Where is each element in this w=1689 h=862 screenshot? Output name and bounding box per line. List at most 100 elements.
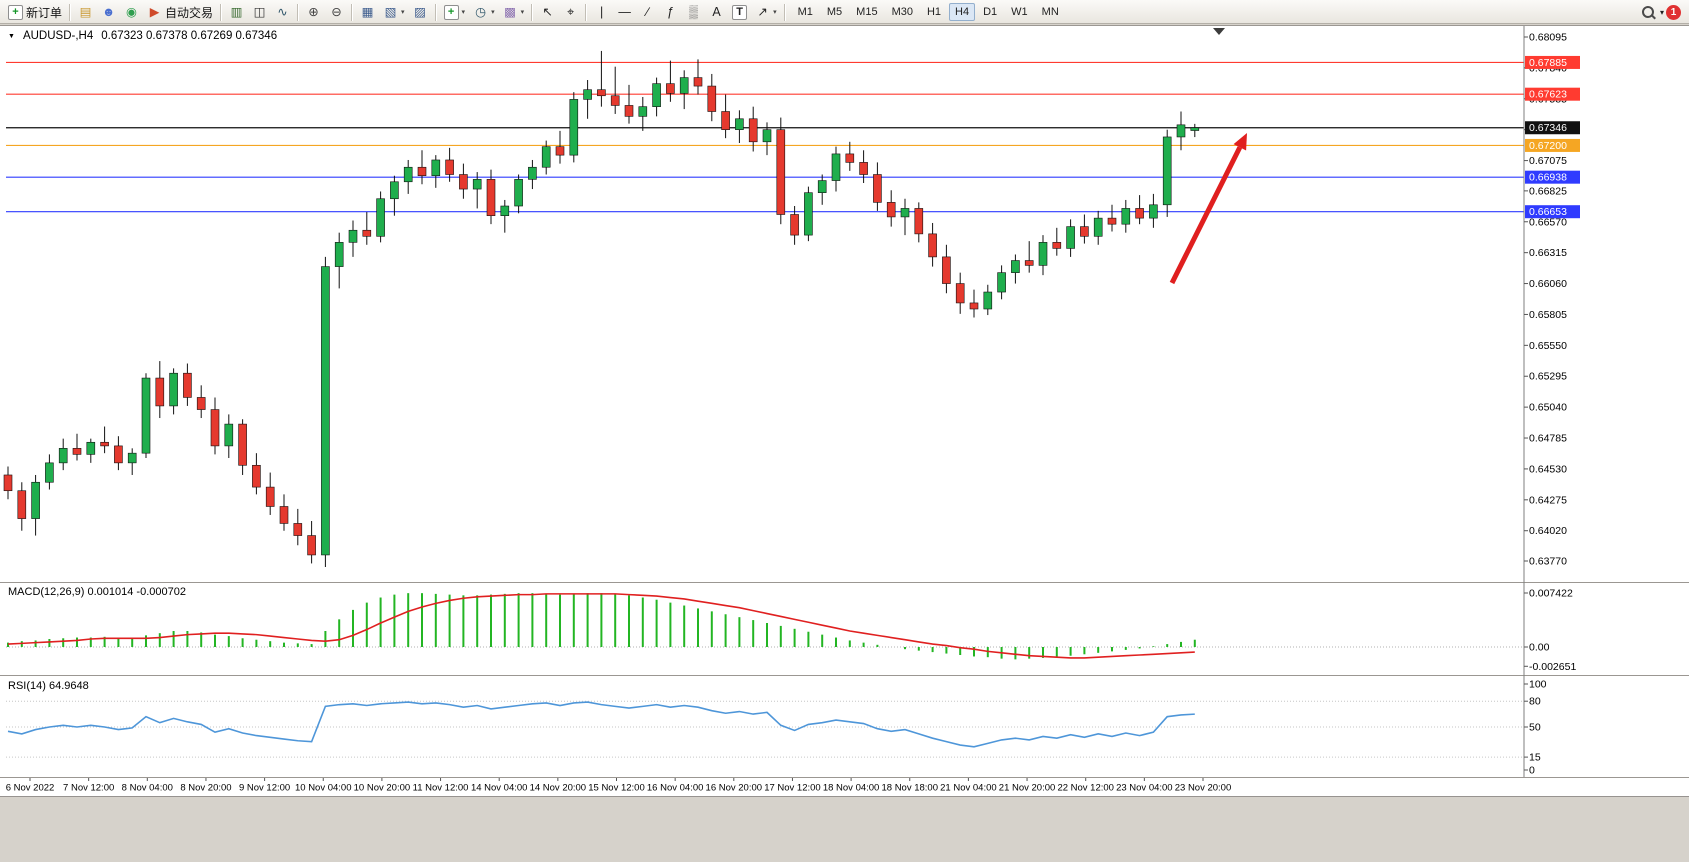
profiles-button[interactable]: ☻ (97, 2, 120, 22)
price-axis-label: 0.65805 (1529, 309, 1567, 321)
zoom-out-icon: ⊖ (331, 4, 342, 19)
text-label-button[interactable]: T (728, 2, 751, 22)
svg-text:0.66653: 0.66653 (1529, 206, 1567, 218)
svg-text:0.67885: 0.67885 (1529, 57, 1567, 69)
toolbar-separator (434, 3, 437, 21)
timeframe-mn[interactable]: MN (1041, 6, 1059, 18)
macd-axis-label: -0.002651 (1529, 661, 1576, 673)
timeframe-d1[interactable]: D1 (983, 6, 998, 18)
trend-arrow-annotation[interactable] (1169, 133, 1247, 285)
time-axis-label: 10 Nov 20:00 (354, 783, 411, 794)
zoom-in-button[interactable]: ⊕ (302, 2, 325, 22)
price-axis-label: 0.64275 (1529, 494, 1567, 506)
new-order-icon: + (8, 4, 23, 20)
new-order-button[interactable]: + 新订单 (4, 2, 66, 22)
price-axis-label: 0.66060 (1529, 278, 1567, 290)
price-axis-label: 0.65295 (1529, 371, 1567, 383)
autotrading-button[interactable]: ▶ 自动交易 (143, 2, 217, 22)
periods-button[interactable]: ◷ ▾ (469, 2, 499, 22)
timeframe-m5[interactable]: M5 (826, 6, 843, 18)
rsi-line (7, 701, 1195, 748)
search-button[interactable] (1638, 2, 1658, 22)
vertical-line-icon: | (599, 4, 604, 19)
timeframe-m15[interactable]: M15 (856, 6, 878, 18)
cursor-button[interactable]: ↖ (536, 2, 559, 22)
horizontal-line-icon: — (618, 4, 631, 19)
notifications-caret[interactable]: ▾ (1659, 7, 1664, 17)
timeframe-m30[interactable]: M30 (891, 6, 913, 18)
candlestick-chart-button[interactable]: ◫ (248, 2, 271, 22)
rsi-indicator-label: RSI(14) 64.9648 (8, 680, 89, 692)
shapes-button[interactable]: ▒ (682, 2, 705, 22)
svg-text:0.67200: 0.67200 (1529, 140, 1567, 152)
arrows-button[interactable]: ↗ ▾ (751, 2, 781, 22)
chart-ohlc-values: 0.67323 0.67378 0.67269 0.67346 (101, 30, 278, 42)
templates-button[interactable]: ▩ ▾ (499, 2, 529, 22)
time-axis-label: 15 Nov 12:00 (588, 783, 645, 794)
candles-layer (3, 50, 1200, 568)
time-axis[interactable]: 6 Nov 2022 7 Nov 12:00 8 Nov 04:00 8 Nov 20… (6, 778, 1232, 794)
bottom-strip (0, 796, 1689, 862)
time-axis-label: 22 Nov 12:00 (1057, 783, 1114, 794)
shapes-icon: ▒ (689, 4, 699, 19)
main-toolbar: + 新订单 ▤ ☻ ◉ ▶ 自动交易 ▥ ◫ ∿ ⊕ ⊖ ▦ ▧ ▾ ▨ + ▾ ◷ ▾ ▩ ▾ ↖ ⌖ | — ∕ ƒ ▒ A T ↗ ▾ M1… (0, 0, 1689, 24)
timeframe-m1[interactable]: M1 (797, 6, 813, 18)
time-axis-label: 16 Nov 20:00 (706, 783, 763, 794)
time-axis-label: 18 Nov 04:00 (823, 783, 880, 794)
price-axis-label: 0.66825 (1529, 185, 1567, 197)
time-axis-label: 17 Nov 12:00 (764, 783, 821, 794)
horizontal-lines-layer[interactable] (6, 61, 1524, 213)
fibonacci-button[interactable]: ƒ (659, 2, 682, 22)
price-tag-0.66938: 0.66938 (1525, 170, 1580, 184)
market-watch-button[interactable]: ◉ (120, 2, 143, 22)
bar-chart-button[interactable]: ▥ (225, 2, 248, 22)
charts-window-button[interactable]: ▤ (74, 2, 97, 22)
time-axis-label: 10 Nov 04:00 (295, 783, 352, 794)
chart-symbol-period: AUDUSD-,H4 (22, 30, 94, 42)
line-chart-button[interactable]: ∿ (271, 2, 294, 22)
arrows-icon: ↗ (757, 4, 768, 19)
vertical-line-button[interactable]: | (590, 2, 613, 22)
rsi-axis-label: 80 (1529, 696, 1541, 708)
chart-canvas[interactable]: 0.680950.678400.675850.673300.670750.668… (0, 25, 1689, 796)
price-axis-label: 0.65040 (1529, 402, 1567, 414)
notification-badge[interactable]: 1 (1666, 4, 1681, 20)
horizontal-line-button[interactable]: — (613, 2, 636, 22)
text-button[interactable]: A (705, 2, 728, 22)
time-axis-label: 9 Nov 12:00 (239, 783, 290, 794)
toolbar-separator (69, 3, 72, 21)
cascade-windows-button[interactable]: ▨ (409, 2, 432, 22)
price-tag-0.67623: 0.67623 (1525, 87, 1580, 101)
price-axis-label: 0.63770 (1529, 556, 1567, 568)
time-axis-label: 8 Nov 04:00 (122, 783, 173, 794)
price-axis-label: 0.67075 (1529, 155, 1567, 167)
dropdown-caret-icon: ▾ (401, 9, 405, 16)
trendline-icon: ∕ (646, 4, 649, 19)
chart-shift-marker[interactable] (1213, 28, 1225, 35)
crosshair-icon: ⌖ (567, 4, 575, 19)
autotrading-icon: ▶ (149, 4, 160, 19)
price-tag-0.67885: 0.67885 (1525, 55, 1580, 69)
candlestick-chart-icon: ◫ (253, 4, 266, 19)
text-icon: A (712, 4, 721, 19)
price-axis-label: 0.64530 (1529, 463, 1567, 475)
timeframe-h4[interactable]: H4 (949, 3, 976, 21)
macd-histogram (7, 593, 1196, 660)
one-click-trading-toggle[interactable]: ▼ (8, 32, 15, 40)
dropdown-caret-icon: ▾ (773, 9, 777, 16)
tile-windows-button[interactable]: ▦ (356, 2, 379, 22)
price-tag-0.67346: 0.67346 (1525, 121, 1580, 135)
trendline-button[interactable]: ∕ (636, 2, 659, 22)
toolbar-separator (585, 3, 588, 21)
price-axis-label: 0.64785 (1529, 433, 1567, 445)
zoom-out-button[interactable]: ⊖ (325, 2, 348, 22)
crosshair-button[interactable]: ⌖ (559, 2, 582, 22)
line-chart-icon: ∿ (277, 4, 288, 19)
time-axis-label: 14 Nov 04:00 (471, 783, 528, 794)
price-tag-0.66653: 0.66653 (1525, 205, 1580, 219)
indicators-button[interactable]: + ▾ (440, 2, 470, 22)
timeframe-w1[interactable]: W1 (1011, 6, 1028, 18)
price-axis-label: 0.66315 (1529, 247, 1567, 259)
timeframe-h1[interactable]: H1 (926, 6, 942, 18)
auto-arrange-button[interactable]: ▧ ▾ (379, 2, 409, 22)
